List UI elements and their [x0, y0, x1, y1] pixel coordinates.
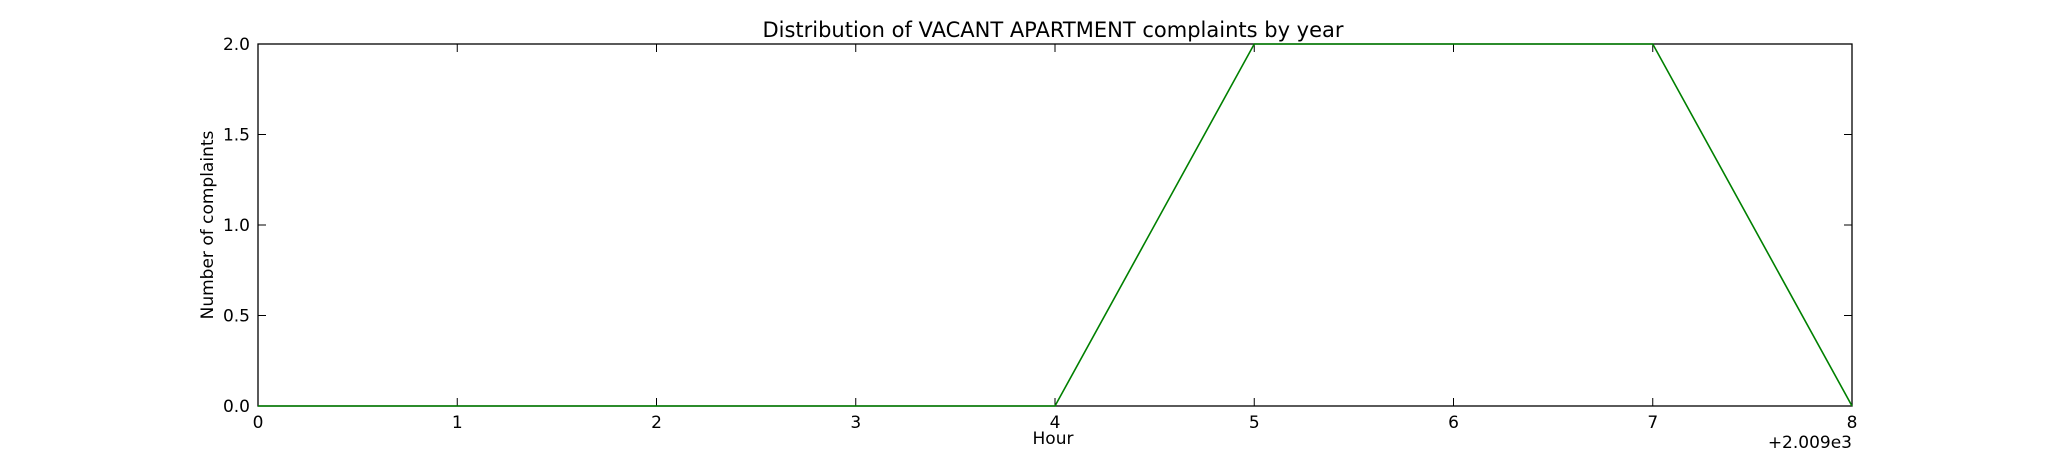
- x-tick-label: 1: [452, 413, 463, 433]
- x-tick-label: 7: [1647, 413, 1658, 433]
- axis-ticks: 0 1 2 3 4 5 6 7 8 0.0 0.5 1.0 1.5 2.0: [223, 35, 1857, 433]
- chart-title: Distribution of VACANT APARTMENT complai…: [762, 18, 1343, 42]
- x-tick-label: 6: [1448, 413, 1459, 433]
- y-tick-label: 2.0: [223, 35, 250, 55]
- y-tick-label: 1.0: [223, 216, 250, 236]
- x-tick-label: 3: [850, 413, 861, 433]
- y-tick-label: 0.5: [223, 307, 250, 327]
- x-tick-label: 4: [1050, 413, 1061, 433]
- x-tick-label: 2: [651, 413, 662, 433]
- series-layer: [258, 43, 1853, 407]
- plot-area: [257, 43, 1853, 407]
- y-tick-label: 0.0: [223, 397, 250, 417]
- y-axis-label: Number of complaints: [198, 130, 218, 319]
- x-tick-label: 5: [1249, 413, 1260, 433]
- x-tick-label: 0: [253, 413, 264, 433]
- x-axis-label: Hour: [1033, 429, 1074, 449]
- x-tick-label: 8: [1847, 413, 1858, 433]
- y-tick-label: 1.5: [223, 126, 250, 146]
- x-axis-offset-label: +2.009e3: [1768, 433, 1852, 450]
- series-line-0: [258, 43, 1853, 407]
